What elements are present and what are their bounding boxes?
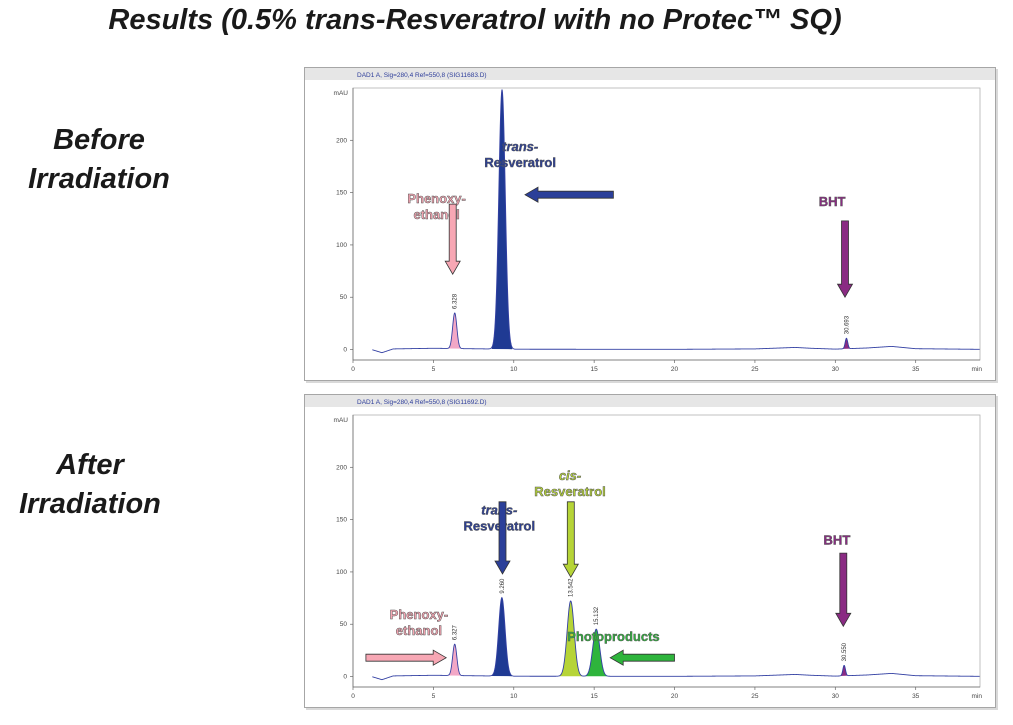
peak-area — [448, 644, 462, 676]
chromatogram-after: DAD1 A, Sig=280,4 Ref=550,8 (SIG11692.D)… — [305, 395, 995, 700]
annotation-label: BHT — [824, 533, 851, 548]
y-tick-label: 200 — [336, 137, 347, 144]
x-tick-label: 0 — [351, 366, 355, 373]
y-tick-label: 50 — [340, 621, 348, 628]
annotation-label: Resveratrol — [534, 484, 606, 499]
peak-retention-label: 13.542 — [569, 578, 575, 597]
x-tick-label: 10 — [510, 366, 518, 373]
x-tick-label: 30 — [832, 693, 840, 700]
chromatogram-before: DAD1 A, Sig=280,4 Ref=550,8 (SIG11683.D)… — [305, 68, 995, 373]
annotation-label: trans- — [502, 139, 538, 154]
peak-area — [491, 89, 513, 350]
signal-label: DAD1 A, Sig=280,4 Ref=550,8 (SIG11683.D) — [357, 72, 487, 79]
chromatogram-before-panel: DAD1 A, Sig=280,4 Ref=550,8 (SIG11683.D)… — [304, 67, 996, 381]
peak-area — [491, 597, 513, 677]
signal-trace — [372, 596, 980, 681]
y-tick-label: 100 — [336, 569, 347, 576]
x-tick-label: 5 — [432, 366, 436, 373]
x-tick-label: 15 — [591, 366, 599, 373]
annotation-arrow — [365, 649, 448, 666]
annotation-label: Phenoxy- — [407, 191, 466, 206]
signal-trace — [372, 89, 980, 354]
x-tick-label: 5 — [432, 693, 436, 700]
x-tick-label: 25 — [751, 693, 759, 700]
annotation-label: BHT — [819, 194, 846, 209]
peak-annotation: trans-Resveratrol — [484, 139, 614, 203]
x-axis-label: min — [972, 693, 983, 700]
peak-area — [448, 312, 462, 349]
x-tick-label: 15 — [591, 693, 599, 700]
x-tick-label: 35 — [912, 366, 920, 373]
peak-retention-label: 15.132 — [594, 606, 600, 625]
annotation-label: Phenoxy- — [390, 607, 449, 622]
peak-retention-label: 6.328 — [453, 293, 459, 309]
annotation-arrow — [836, 220, 854, 299]
y-tick-label: 0 — [343, 347, 347, 354]
y-tick-label: 150 — [336, 517, 347, 524]
page-title: Results (0.5% trans-Resveratrol with no … — [108, 4, 842, 36]
y-tick-label: 200 — [336, 464, 347, 471]
y-tick-label: 100 — [336, 242, 347, 249]
plot-frame — [352, 414, 981, 688]
peak-annotation: cis-Resveratrol — [534, 468, 606, 579]
peak-annotation: Phenoxy-ethanol — [407, 191, 466, 276]
x-tick-label: 20 — [671, 366, 679, 373]
peak-retention-label: 30.693 — [844, 315, 850, 334]
peak-annotation: BHT — [818, 194, 854, 299]
annotation-arrow — [609, 649, 675, 666]
panel-title-bar — [305, 68, 995, 80]
annotation-arrow — [494, 501, 511, 575]
annotation-label: Photoproducts — [567, 629, 659, 644]
plot-frame — [352, 87, 981, 361]
annotation-label: ethanol — [396, 623, 442, 638]
side-label-line: Irradiation — [28, 163, 170, 195]
after-irradiation-label: After Irradiation — [0, 446, 180, 524]
annotation-arrow — [562, 501, 579, 579]
peak-annotation: Photoproducts — [567, 629, 675, 666]
before-irradiation-label: Before Irradiation — [4, 121, 194, 199]
x-tick-label: 0 — [351, 693, 355, 700]
signal-label: DAD1 A, Sig=280,4 Ref=550,8 (SIG11692.D) — [357, 399, 487, 406]
y-tick-label: 150 — [336, 190, 347, 197]
chromatogram-after-panel: DAD1 A, Sig=280,4 Ref=550,8 (SIG11692.D)… — [304, 394, 996, 708]
x-tick-label: 25 — [751, 366, 759, 373]
y-axis-label: mAU — [334, 90, 349, 97]
y-tick-label: 0 — [343, 674, 347, 681]
x-tick-label: 35 — [912, 693, 920, 700]
side-label-line: Before — [53, 124, 145, 156]
side-label-line: Irradiation — [19, 488, 161, 520]
annotation-label: ethanol — [413, 207, 459, 222]
annotation-label: Resveratrol — [484, 155, 556, 170]
x-axis-label: min — [972, 366, 983, 373]
peak-annotation: Phenoxy-ethanol — [365, 607, 449, 666]
peak-retention-label: 9.260 — [500, 578, 506, 594]
annotation-arrow — [444, 203, 461, 276]
annotation-label: cis- — [559, 468, 581, 483]
y-tick-label: 50 — [340, 294, 348, 301]
peak-retention-label: 6.327 — [453, 624, 459, 640]
peak-annotation: BHT — [823, 532, 852, 628]
x-tick-label: 20 — [671, 693, 679, 700]
y-axis-label: mAU — [334, 417, 349, 424]
annotation-arrow — [524, 186, 614, 203]
peak-retention-label: 30.550 — [842, 642, 848, 661]
x-tick-label: 10 — [510, 693, 518, 700]
side-label-line: After — [56, 449, 124, 481]
peak-annotation: trans-Resveratrol — [463, 501, 535, 575]
x-tick-label: 30 — [832, 366, 840, 373]
panel-title-bar — [305, 395, 995, 407]
annotation-arrow — [835, 552, 852, 628]
